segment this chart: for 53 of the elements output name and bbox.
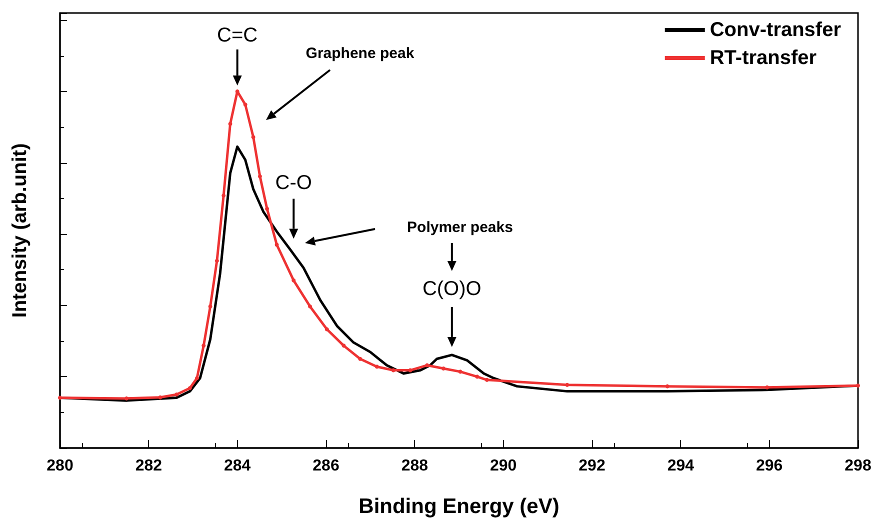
annotation: Polymer peaks <box>407 219 513 236</box>
legend-label: Conv-transfer <box>710 19 842 41</box>
point <box>765 385 770 390</box>
point <box>251 135 256 140</box>
point <box>342 344 346 348</box>
x-tick-label: 286 <box>312 458 340 474</box>
point <box>265 206 270 211</box>
point <box>374 364 379 369</box>
point <box>324 327 329 332</box>
point <box>124 396 128 400</box>
x-tick-label: 282 <box>135 458 162 474</box>
point <box>222 194 226 198</box>
point <box>228 122 232 126</box>
point <box>425 363 430 368</box>
y-axis-title: Intensity (arb.unit) <box>9 143 31 318</box>
x-tick-label: 296 <box>756 458 783 474</box>
x-tick-label: 298 <box>844 458 872 474</box>
point <box>188 386 192 390</box>
point <box>208 304 212 308</box>
point <box>58 396 62 400</box>
x-tick-label: 290 <box>490 458 517 474</box>
point <box>194 376 199 380</box>
point <box>475 374 480 379</box>
point <box>856 384 860 388</box>
point <box>358 356 362 361</box>
annotation: C-O <box>275 172 312 194</box>
point <box>214 258 219 263</box>
x-tick-label: 292 <box>578 458 606 474</box>
text: Graphene peak <box>306 45 415 62</box>
point <box>441 366 446 370</box>
point <box>665 384 670 388</box>
legend-label: RT-transfer <box>710 47 817 69</box>
x-axis-title: Binding Energy (eV) <box>358 495 560 518</box>
point <box>391 368 396 372</box>
point <box>174 392 179 397</box>
annotation: C(O)O <box>422 278 482 300</box>
point <box>484 378 489 382</box>
x-tick-label: 284 <box>224 458 251 474</box>
x-tick-label: 294 <box>667 458 694 474</box>
annotation: C=C <box>217 24 258 46</box>
point <box>274 242 279 247</box>
point <box>458 370 462 374</box>
point <box>408 368 412 372</box>
point <box>308 304 312 308</box>
point <box>235 89 240 94</box>
point <box>202 344 206 348</box>
point <box>292 278 296 282</box>
point <box>158 395 162 400</box>
point <box>243 102 248 107</box>
x-tick-label: 280 <box>46 458 74 474</box>
point <box>565 382 570 387</box>
point <box>258 174 262 178</box>
x-tick-label: 288 <box>401 458 428 474</box>
